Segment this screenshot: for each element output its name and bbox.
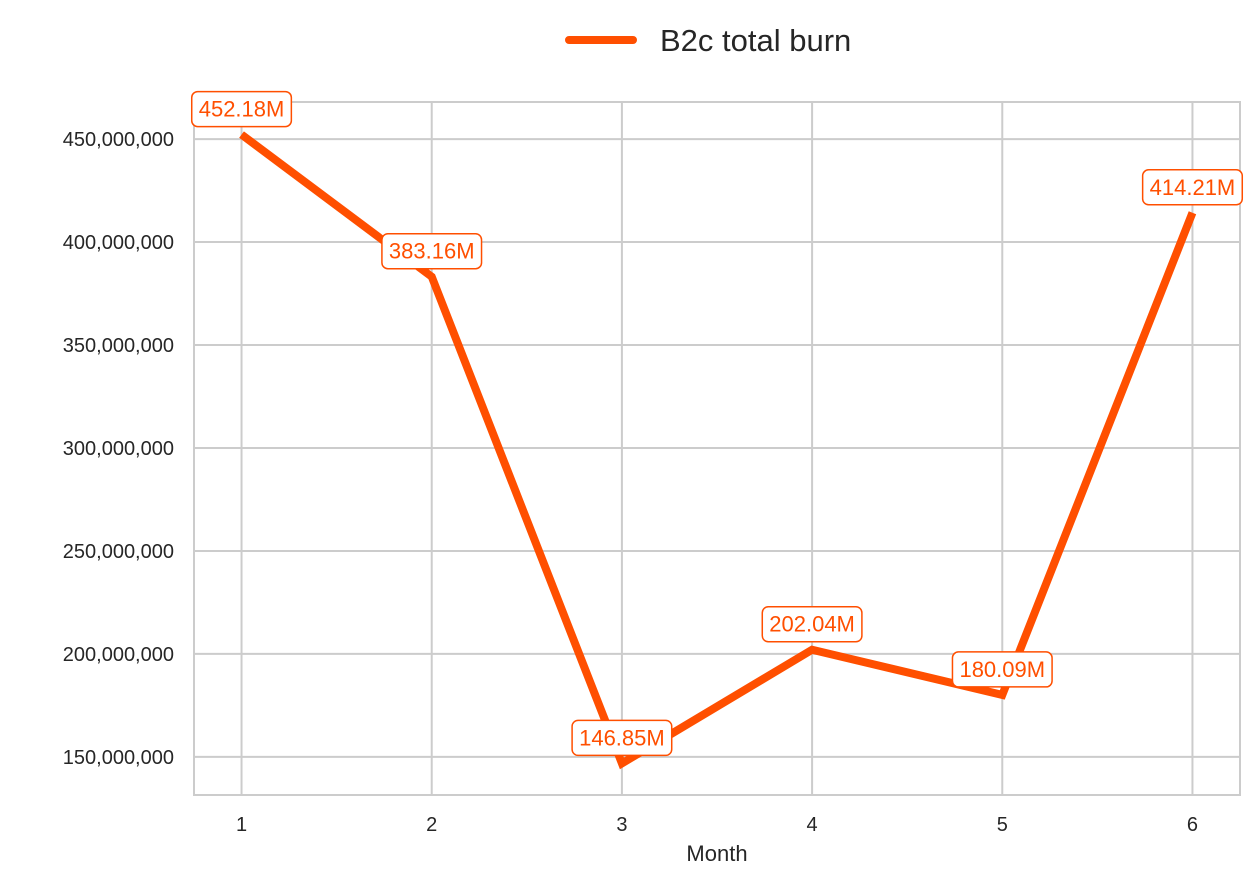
x-axis-label: Month: [686, 841, 747, 866]
y-tick-label: 350,000,000: [63, 335, 174, 357]
x-tick-label: 6: [1187, 814, 1198, 836]
x-tick-label: 2: [426, 814, 437, 836]
y-tick-label: 400,000,000: [63, 232, 174, 254]
data-label: 414.21M: [1141, 169, 1244, 206]
data-label-box: [761, 605, 863, 643]
data-label-text: 202.04M: [769, 612, 855, 637]
data-label: 383.16M: [381, 232, 483, 270]
y-tick-label: 250,000,000: [63, 541, 174, 563]
y-tick-label: 150,000,000: [63, 747, 174, 769]
data-label-box: [381, 232, 483, 270]
data-label-box: [571, 719, 673, 757]
data-label-text: 146.85M: [579, 725, 665, 750]
data-label-box: [190, 90, 293, 128]
x-tick-label: 5: [997, 814, 1008, 836]
x-tick-label: 4: [807, 814, 818, 836]
grid: [194, 102, 1240, 795]
data-label-box: [1141, 169, 1244, 206]
x-tick-label: 1: [236, 814, 247, 836]
data-label: 452.18M: [190, 90, 293, 128]
data-label-text: 180.09M: [959, 657, 1045, 682]
plot-frame: [193, 101, 1241, 796]
x-axis-ticks: 1 2 3 4 5 6: [236, 814, 1198, 836]
data-label-text: 414.21M: [1150, 175, 1236, 200]
y-axis-ticks: 150,000,000 200,000,000 250,000,000 300,000…: [63, 129, 174, 769]
y-tick-label: 450,000,000: [63, 129, 174, 151]
data-label-text: 452.18M: [199, 97, 285, 122]
y-tick-label: 300,000,000: [63, 438, 174, 460]
data-label: 146.85M: [571, 719, 673, 757]
data-label-text: 383.16M: [389, 239, 475, 264]
legend: B2c total burn: [565, 23, 851, 58]
y-tick-label: 200,000,000: [63, 644, 174, 666]
data-label-box: [951, 651, 1053, 688]
data-labels: 452.18M 383.16M 146.85M 202.04M 180.09M 414.2…: [190, 90, 1244, 757]
legend-label: B2c total burn: [660, 23, 851, 58]
data-label: 202.04M: [761, 605, 863, 643]
data-label: 180.09M: [951, 651, 1053, 688]
x-tick-label: 3: [616, 814, 627, 836]
